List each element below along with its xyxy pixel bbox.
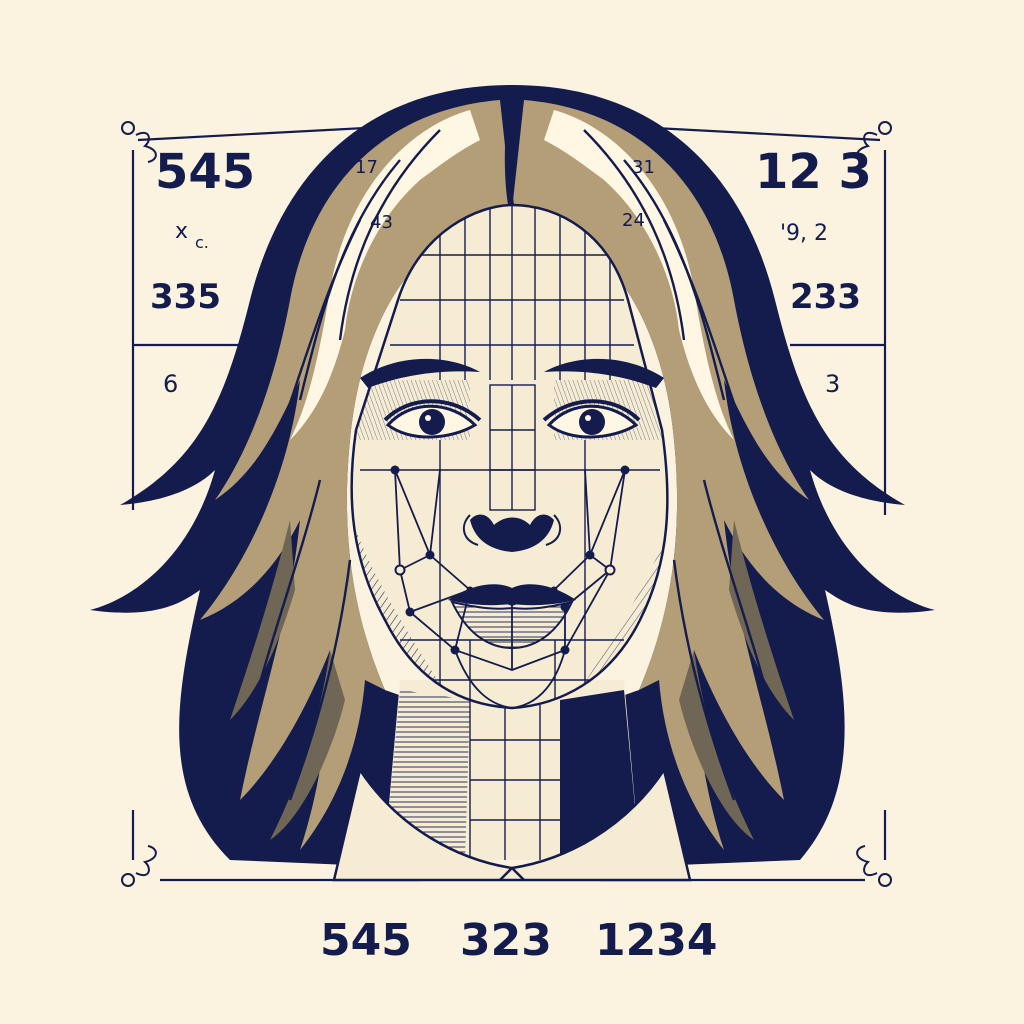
neck (332, 680, 692, 882)
nose (462, 514, 562, 552)
right-top-number: 12 3 (755, 144, 872, 200)
forehead-left-top: 17 (355, 157, 378, 178)
left-top-number: 545 (155, 144, 255, 200)
right-eye (542, 399, 641, 439)
right-low-number: 3 (825, 370, 840, 398)
mesh-nodes (390, 465, 630, 655)
right-small-mark: '9, 2 (780, 221, 828, 246)
forehead-left-bottom: 43 (370, 212, 393, 233)
frame (131, 126, 887, 882)
bottom-number-1: 545 (320, 915, 412, 966)
hair (90, 85, 935, 870)
frame-ornaments (121, 121, 892, 887)
left-low-number: 6 (163, 370, 178, 398)
left-mark: x (175, 219, 188, 244)
forehead-right-top: 31 (632, 157, 655, 178)
left-mid-number: 335 (150, 277, 221, 317)
face (350, 203, 669, 710)
left-eye (383, 399, 482, 439)
number-labels: 545 x c. 335 6 17 43 31 24 12 3 '9, 2 23… (150, 144, 872, 966)
left-mark-suffix: c. (195, 233, 209, 252)
forehead-right-bottom: 24 (622, 210, 645, 231)
bottom-number-3: 1234 (595, 915, 717, 966)
lips (448, 584, 576, 650)
bottom-number-2: 323 (460, 915, 552, 966)
right-mid-number: 233 (790, 277, 861, 317)
